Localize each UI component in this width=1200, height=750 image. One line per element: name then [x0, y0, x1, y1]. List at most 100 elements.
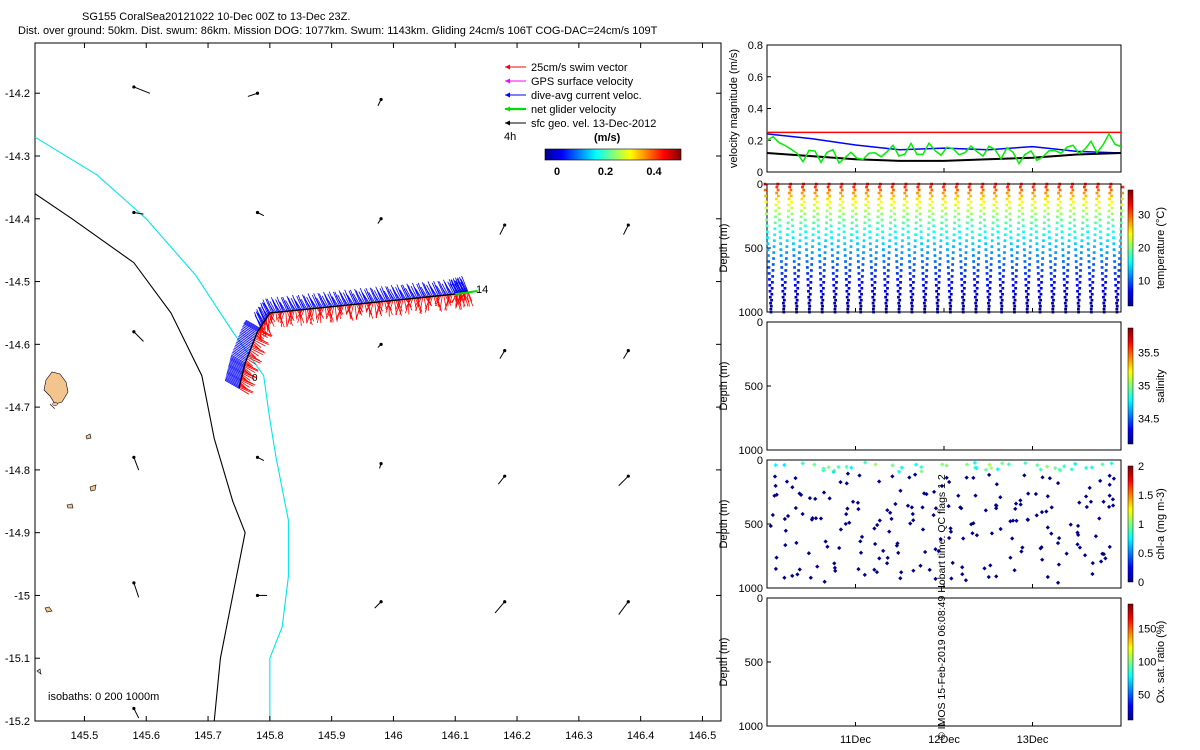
- current-vector: [441, 283, 449, 296]
- swim-vector: [416, 297, 423, 312]
- legend-label: sfc geo. vel. 13-Dec-2012: [531, 118, 656, 130]
- chla-sample: [770, 512, 775, 518]
- temperature-sample: [894, 248, 898, 251]
- current-vector: [327, 293, 335, 307]
- temperature-sample: [907, 236, 910, 239]
- chla-sample: [933, 576, 938, 581]
- swim-vector: [346, 304, 352, 314]
- chla-panel-frame: [766, 459, 1122, 589]
- temperature-sample: [795, 310, 799, 314]
- temperature-sample: [954, 203, 957, 207]
- temperature-sample: [1011, 278, 1015, 281]
- temperature-sample: [919, 236, 923, 239]
- temperature-sample: [830, 242, 834, 245]
- temperature-sample: [1104, 275, 1108, 278]
- chla-colorbar-tick: 1.5: [1138, 490, 1153, 502]
- temperature-sample: [907, 242, 911, 245]
- temperature-sample: [776, 188, 780, 192]
- temperature-sample: [782, 307, 786, 311]
- chla-sample: [794, 540, 799, 546]
- temperature-sample: [770, 286, 774, 290]
- current-vector: [320, 297, 328, 308]
- temperature-sample: [843, 254, 847, 257]
- temperature-sample: [832, 278, 835, 281]
- chla-sample: [898, 488, 903, 493]
- swim-vector: [240, 381, 250, 388]
- chla-sample: [982, 566, 987, 571]
- temperature-sample: [989, 275, 992, 278]
- temperature-sample: [974, 310, 978, 314]
- temperature-sample: [901, 239, 904, 242]
- geo-arrow-head: [503, 600, 507, 604]
- temperature-sample: [1037, 289, 1041, 293]
- temperature-sample: [1065, 292, 1068, 296]
- chla-sample: [974, 533, 980, 538]
- temperature-sample: [1021, 212, 1025, 216]
- temperature-sample: [1026, 292, 1030, 296]
- temperature-sample: [954, 191, 958, 195]
- chla-sample: [877, 479, 882, 484]
- chla-sample: [1044, 509, 1049, 514]
- temperature-sample: [1026, 304, 1029, 308]
- island-lizard: [43, 371, 69, 405]
- temperature-sample: [833, 310, 837, 314]
- temperature-sample: [976, 281, 979, 284]
- chla-sample: [1056, 562, 1061, 567]
- chla-sample: [1062, 464, 1067, 469]
- temperature-sample: [823, 245, 827, 248]
- oxygen-colorbar-tick: 50: [1138, 689, 1150, 701]
- chla-sample: [994, 574, 999, 579]
- temperature-sample: [1081, 209, 1085, 213]
- temperature-sample: [966, 203, 970, 207]
- temperature-sample: [866, 188, 870, 192]
- temperature-sample: [1064, 310, 1068, 314]
- current-vector: [451, 283, 459, 294]
- temperature-sample: [771, 275, 775, 278]
- chla-sample: [821, 466, 826, 471]
- temperature-sample: [930, 188, 934, 192]
- temperature-sample: [998, 278, 1002, 281]
- temperature-sample: [923, 307, 927, 311]
- swim-vector: [414, 297, 421, 307]
- temperature-sample: [884, 301, 888, 305]
- temperature-sample: [947, 278, 951, 281]
- chla-sample: [1077, 500, 1082, 505]
- chla-sample: [986, 472, 992, 478]
- chla-sample: [972, 460, 978, 465]
- temperature-sample: [987, 301, 990, 305]
- temperature-sample: [940, 209, 944, 213]
- chla-sample: [838, 527, 844, 532]
- temperature-colorbar-tick: 20: [1138, 242, 1150, 254]
- geo-arrow: [623, 224, 629, 235]
- legend-arrowhead: [505, 120, 510, 126]
- current-vector: [400, 285, 408, 300]
- temperature-sample: [829, 224, 833, 228]
- temperature-sample: [914, 233, 917, 237]
- temperature-sample: [1094, 215, 1098, 219]
- temperature-ytick-label: 1000: [739, 307, 763, 319]
- geo-arrow: [618, 601, 629, 615]
- current-vector: [317, 293, 325, 308]
- geo-arrow-head: [132, 210, 136, 215]
- temperature-sample: [883, 289, 887, 293]
- temperature-sample: [892, 206, 896, 210]
- temperature-sample: [1120, 209, 1124, 213]
- temperature-sample: [802, 194, 806, 198]
- temperature-sample: [959, 266, 963, 269]
- temperature-sample: [773, 221, 777, 225]
- temperature-sample: [1109, 182, 1113, 186]
- temperature-sample: [799, 209, 803, 213]
- x-tick-label: 146.4: [627, 730, 655, 742]
- chla-sample: [874, 569, 880, 575]
- temperature-sample: [984, 248, 988, 251]
- temperature-sample: [1115, 301, 1118, 305]
- temperature-sample: [822, 281, 826, 284]
- temperature-sample: [911, 286, 915, 290]
- temperature-sample: [852, 185, 856, 189]
- current-vector: [369, 287, 377, 303]
- current-vector: [285, 300, 292, 311]
- temperature-sample: [834, 298, 838, 302]
- temperature-sample: [963, 269, 967, 272]
- temperature-sample: [1062, 278, 1066, 281]
- current-vector: [259, 307, 267, 319]
